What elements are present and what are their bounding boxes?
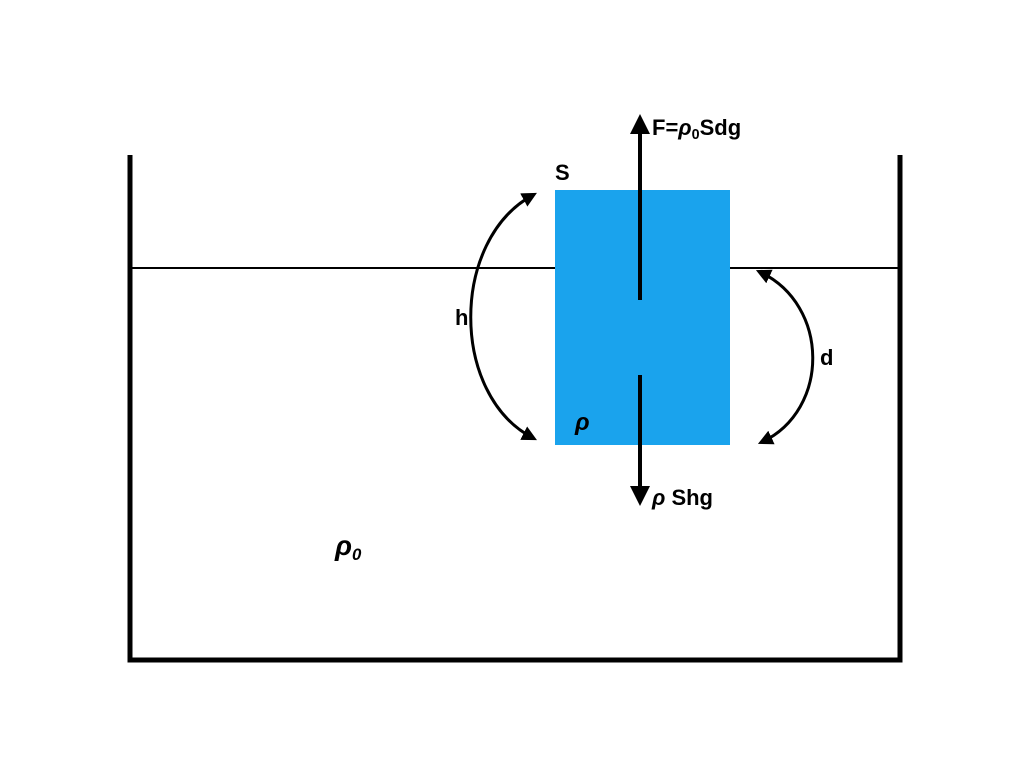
container-wall: [130, 155, 900, 660]
label-h: h: [455, 305, 468, 330]
buoyancy-diagram: F=ρ0Sdg ρ Shg Sh d ρ ρ0: [0, 0, 1024, 768]
label-rho-block: ρ: [574, 409, 590, 436]
label-rho0-fluid: ρ0: [334, 530, 362, 564]
label-S: S: [555, 160, 570, 185]
floating-block: [555, 190, 730, 445]
force-down-label: ρ Shg: [651, 485, 713, 510]
label-d: d: [820, 345, 833, 370]
dimension-arc-d: [760, 272, 813, 442]
dimension-arc-h: [471, 195, 533, 438]
force-up-label: F=ρ0Sdg: [652, 115, 741, 143]
